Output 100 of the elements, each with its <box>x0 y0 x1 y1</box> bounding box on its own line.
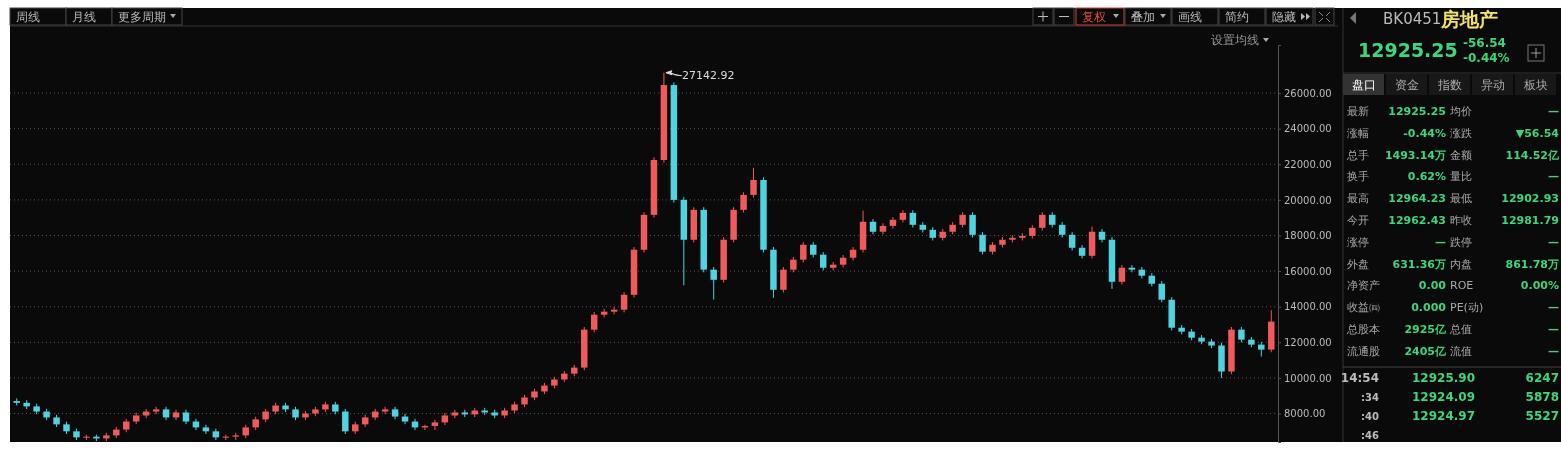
text: 总值 <box>1449 323 1472 336</box>
text: 12924.09 <box>1412 390 1476 404</box>
text: 12902.93 <box>1501 192 1559 206</box>
text: 0.00 <box>1418 279 1447 293</box>
text: 收益㈣ <box>1347 301 1380 315</box>
text: 114.52亿 <box>1505 148 1560 162</box>
candlestick <box>381 406 389 415</box>
text: — <box>1548 301 1559 315</box>
text: 隐藏 <box>1272 10 1296 24</box>
text: 量比 <box>1450 170 1472 184</box>
candlestick <box>202 424 210 435</box>
candlestick <box>212 428 220 441</box>
text: 涨幅 <box>1347 126 1369 140</box>
text: 最新 <box>1347 105 1369 118</box>
candlestick <box>1158 280 1165 303</box>
text: 5878 <box>1525 390 1559 404</box>
text: 2925亿 <box>1404 323 1447 336</box>
text: 金额 <box>1450 148 1472 162</box>
tab-button: 资金 <box>1386 74 1427 95</box>
text: 内盘 <box>1450 257 1472 271</box>
annotation: 27142.92 <box>681 68 735 82</box>
text: -0.44% <box>1463 51 1510 65</box>
text: 画线 <box>1178 10 1202 24</box>
tab-button: 板块 <box>1515 74 1556 95</box>
text: 房地产 <box>1440 8 1498 30</box>
text: 叠加 <box>1131 10 1155 24</box>
candlestick <box>152 406 160 415</box>
y-tick-label: 14000.00 <box>1284 301 1332 313</box>
text: 周线 <box>16 10 40 24</box>
candlestick <box>401 413 409 425</box>
y-tick-label: 18000.00 <box>1284 230 1332 242</box>
candlestick <box>740 191 747 214</box>
text: 流通股 <box>1347 344 1380 358</box>
candlestick <box>889 216 897 230</box>
text: 0.00% <box>1520 279 1559 293</box>
text: 12924.97 <box>1412 409 1476 423</box>
y-tick-label: 20000.00 <box>1284 194 1332 206</box>
text: PE(动) <box>1450 301 1484 315</box>
text: BK0451 <box>1383 10 1442 28</box>
y-tick-label: 16000.00 <box>1284 265 1332 277</box>
candlestick <box>620 291 628 313</box>
candlestick <box>610 306 618 315</box>
text: — <box>1435 235 1446 249</box>
text: 6247 <box>1525 371 1559 385</box>
text: 总手 <box>1346 148 1369 162</box>
y-tick-label: 10000.00 <box>1284 372 1332 384</box>
y-tick-label: 22000.00 <box>1284 158 1332 170</box>
text: — <box>1548 344 1559 358</box>
text: 跌停 <box>1450 235 1472 249</box>
tab-button: 异动 <box>1472 74 1513 95</box>
tab-button: 盘口 <box>1343 74 1384 95</box>
text: — <box>1548 170 1559 184</box>
candlestick <box>750 167 757 199</box>
candlestick <box>979 231 986 255</box>
text: 5527 <box>1525 409 1559 423</box>
text: 换手 <box>1347 170 1369 184</box>
candlestick <box>431 419 439 431</box>
text: 12964.23 <box>1388 192 1446 206</box>
text: 12925.25 <box>1358 39 1458 61</box>
text: 12981.79 <box>1501 214 1559 227</box>
text: 2405亿 <box>1404 344 1447 358</box>
text: 涨停 <box>1347 235 1369 249</box>
text: 简约 <box>1225 10 1249 24</box>
y-tick-label: 24000.00 <box>1284 123 1332 135</box>
candlestick <box>590 311 598 333</box>
y-tick-label: 8000.00 <box>1284 408 1326 420</box>
candlestick <box>172 409 180 421</box>
candlestick <box>1128 264 1136 273</box>
candlestick <box>1039 211 1046 231</box>
text: 总股本 <box>1346 323 1380 336</box>
y-tick-label: 26000.00 <box>1284 87 1332 99</box>
text: 均价 <box>1449 105 1472 118</box>
text: 月线 <box>72 10 96 24</box>
text: 涨跌 <box>1450 126 1472 140</box>
text: 更多周期 <box>118 10 166 24</box>
candlestick <box>1068 231 1076 251</box>
text: 流值 <box>1450 344 1472 358</box>
candlestick <box>780 266 787 293</box>
text: 净资产 <box>1347 279 1380 293</box>
text: 861.78万 <box>1505 257 1559 271</box>
candlestick <box>1118 264 1126 285</box>
text: :40 <box>1361 411 1380 422</box>
text: 最高 <box>1347 192 1369 206</box>
text: 最低 <box>1450 192 1472 206</box>
text: 今开 <box>1347 214 1369 227</box>
annotation: 设置均线 <box>1211 33 1259 47</box>
text: ROE <box>1450 279 1474 293</box>
candlestick <box>819 251 827 271</box>
text: 昨收 <box>1450 214 1472 227</box>
text: 12962.43 <box>1388 214 1446 227</box>
text: 1493.14万 <box>1384 148 1446 162</box>
text: :34 <box>1361 392 1380 403</box>
text: 631.36万 <box>1392 257 1446 271</box>
text: 12925.90 <box>1412 371 1476 385</box>
candlestick <box>342 408 349 435</box>
text: ▼56.54 <box>1515 126 1560 140</box>
text: -0.44% <box>1403 126 1446 140</box>
text: 0.000 <box>1411 301 1447 315</box>
text: 0.62% <box>1407 170 1446 184</box>
candlestick <box>710 266 717 301</box>
